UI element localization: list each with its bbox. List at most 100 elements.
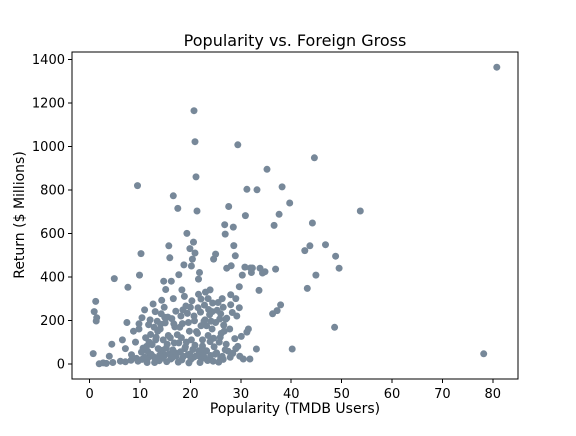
data-point xyxy=(161,319,169,327)
data-point xyxy=(190,238,197,246)
data-point xyxy=(310,154,318,162)
data-point xyxy=(246,355,254,363)
data-point xyxy=(139,344,147,352)
data-point xyxy=(123,319,131,326)
data-point xyxy=(275,210,283,218)
data-point xyxy=(180,261,188,269)
data-point xyxy=(207,317,215,325)
data-point xyxy=(188,297,196,305)
data-point xyxy=(166,254,174,262)
data-point xyxy=(135,325,143,333)
data-point xyxy=(286,199,294,207)
data-point xyxy=(288,345,296,353)
data-point xyxy=(183,229,191,237)
data-point xyxy=(356,207,364,215)
data-point xyxy=(177,334,185,342)
data-point xyxy=(200,352,207,359)
data-point xyxy=(168,354,176,362)
data-point xyxy=(278,183,286,191)
x-tick-label: 30 xyxy=(233,387,250,402)
data-point xyxy=(221,221,229,229)
data-point xyxy=(161,313,169,321)
data-point xyxy=(230,242,238,250)
data-point xyxy=(190,107,198,115)
y-axis-title: Return ($ Millions) xyxy=(12,151,28,279)
data-point xyxy=(493,63,501,71)
data-point xyxy=(187,355,195,363)
data-point xyxy=(89,350,97,358)
y-tick-label: 600 xyxy=(40,227,65,242)
data-point xyxy=(235,283,243,291)
data-point xyxy=(232,295,240,303)
data-point xyxy=(124,283,132,291)
data-point xyxy=(241,212,249,220)
data-point xyxy=(237,332,245,340)
data-point xyxy=(196,359,204,366)
data-point xyxy=(143,359,151,366)
data-point xyxy=(186,245,194,253)
data-point xyxy=(152,336,160,344)
data-point xyxy=(213,306,221,314)
data-point xyxy=(154,345,162,353)
data-point xyxy=(255,286,263,294)
y-tick-label: 400 xyxy=(40,270,65,285)
data-point xyxy=(165,242,173,250)
chart-title: Popularity vs. Foreign Gross xyxy=(184,31,407,50)
data-point xyxy=(217,354,225,362)
y-axis: 0 200 400 600 800 1000 1200 1400 xyxy=(32,53,72,372)
data-point xyxy=(209,357,217,365)
data-point xyxy=(322,241,329,249)
data-point xyxy=(90,308,98,316)
data-point xyxy=(220,321,228,329)
data-point xyxy=(199,336,206,344)
data-point xyxy=(102,359,110,367)
data-point xyxy=(216,315,224,323)
data-point xyxy=(308,219,316,227)
data-point xyxy=(169,295,177,303)
data-point xyxy=(136,271,143,279)
data-point xyxy=(183,309,191,317)
data-point xyxy=(118,336,126,344)
data-point xyxy=(192,352,200,360)
data-point xyxy=(200,317,208,325)
data-point xyxy=(216,333,224,341)
data-point xyxy=(231,252,239,260)
data-point xyxy=(229,223,237,231)
x-tick-label: 70 xyxy=(434,387,451,402)
data-point xyxy=(121,345,129,353)
data-point xyxy=(147,350,155,358)
data-point xyxy=(175,339,183,347)
data-point xyxy=(246,264,254,272)
data-point xyxy=(312,271,320,279)
data-point xyxy=(227,301,235,309)
data-point xyxy=(109,359,117,366)
y-tick-label: 1000 xyxy=(32,140,65,155)
data-point xyxy=(269,310,277,318)
data-point xyxy=(223,314,231,322)
data-point xyxy=(202,288,209,296)
data-point xyxy=(182,302,190,310)
y-tick-label: 0 xyxy=(57,357,65,372)
x-axis: 0 10 20 30 40 50 60 70 80 xyxy=(85,379,501,402)
data-point xyxy=(134,182,141,190)
data-point xyxy=(219,303,227,311)
data-point xyxy=(194,304,202,312)
data-point xyxy=(263,165,271,173)
data-point xyxy=(162,286,170,293)
data-point xyxy=(210,255,218,263)
points-layer xyxy=(89,63,501,368)
data-point xyxy=(332,252,340,260)
data-point xyxy=(480,350,488,358)
data-point xyxy=(195,290,202,298)
data-point xyxy=(204,295,212,303)
data-point xyxy=(301,247,309,255)
data-point xyxy=(191,317,198,325)
data-point xyxy=(201,301,208,309)
data-point xyxy=(228,309,236,316)
x-tick-label: 20 xyxy=(182,387,199,402)
data-point xyxy=(158,296,166,304)
data-point xyxy=(127,356,135,364)
data-point xyxy=(204,357,212,364)
data-point xyxy=(306,242,314,250)
